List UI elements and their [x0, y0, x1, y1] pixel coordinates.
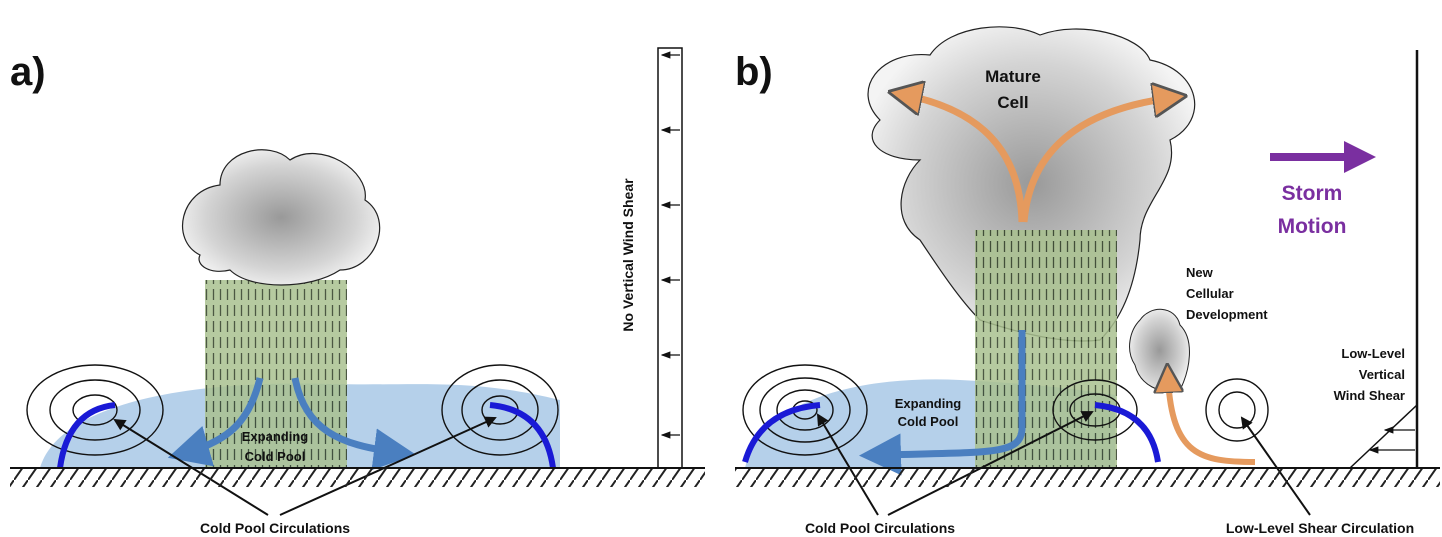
label: Cell [997, 93, 1028, 112]
panel-label: b) [735, 50, 773, 94]
label: Cold Pool [898, 414, 959, 429]
gust-front [742, 402, 821, 463]
gust-front [57, 402, 116, 469]
outflow-arrow [291, 377, 416, 471]
label: Motion [1278, 215, 1347, 238]
new-cloud [1129, 308, 1190, 392]
rain [975, 230, 1117, 468]
gust-front [1094, 402, 1161, 463]
label: Vertical [1359, 367, 1405, 382]
wind-profile [657, 47, 683, 469]
cloud [182, 149, 381, 286]
circulation [26, 364, 559, 456]
label: Expanding [895, 396, 962, 411]
label: Development [1186, 307, 1268, 322]
label: Storm [1282, 182, 1343, 205]
gust-front [489, 402, 556, 469]
panel-a: a) Expanding Cold Pool No Vertical Wind … [10, 47, 705, 536]
circulation [742, 364, 1269, 456]
label: No Vertical Wind Shear [620, 178, 636, 332]
wind-arrows [660, 51, 680, 439]
label: Expanding [242, 429, 309, 444]
panel-label: a) [10, 50, 46, 94]
label: Cold Pool Circulations [200, 520, 350, 536]
label: Mature [985, 67, 1041, 86]
label: Low-Level Shear Circulation [1226, 520, 1414, 536]
label: Low-Level [1341, 346, 1405, 361]
label: Cold Pool Circulations [805, 520, 955, 536]
ground [735, 469, 1440, 487]
panel-b: b) Mature Cell Expanding Cold Pool Storm… [735, 26, 1440, 536]
label: Cold Pool [245, 449, 306, 464]
label: New [1186, 265, 1214, 280]
outflow-arrow [167, 377, 264, 467]
label: Cellular [1186, 286, 1234, 301]
ground [10, 469, 705, 487]
label: Wind Shear [1334, 388, 1405, 403]
